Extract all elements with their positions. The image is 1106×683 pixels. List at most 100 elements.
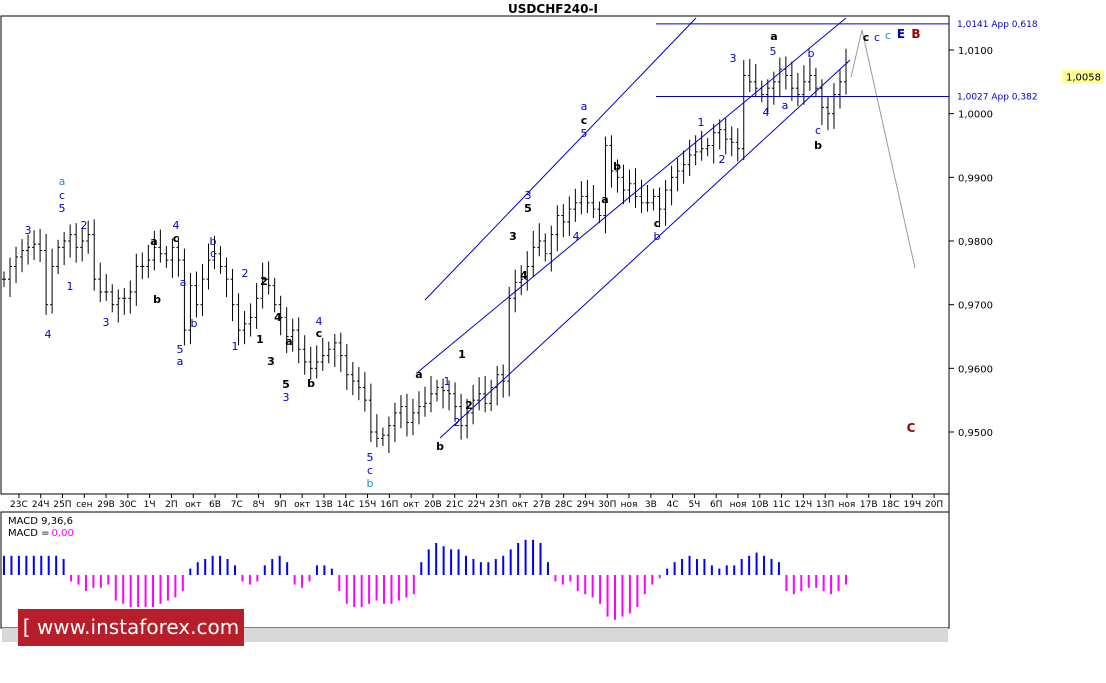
wave-label: c xyxy=(863,31,870,44)
price-panel-frame xyxy=(0,15,950,495)
wave-label: 4 xyxy=(520,269,528,282)
wave-label: a xyxy=(782,99,789,112)
projection-line xyxy=(850,29,863,78)
price-bars xyxy=(2,48,848,454)
time-tick-label: 25П xyxy=(53,500,71,510)
wave-label: 2 xyxy=(81,219,88,232)
time-tick-label: 19Ч xyxy=(904,500,922,510)
wave-label: 1 xyxy=(444,375,451,388)
wave-label: a xyxy=(180,276,187,289)
wave-label: 1 xyxy=(232,340,239,353)
time-tick-label: окт xyxy=(294,500,310,510)
wave-label: c xyxy=(367,464,373,477)
trend-channels xyxy=(417,17,916,439)
time-tick-label: 23С xyxy=(10,500,28,510)
wave-label: 2 xyxy=(242,267,249,280)
time-tick-label: 8Ч xyxy=(253,500,265,510)
wave-label: c xyxy=(173,232,180,245)
time-tick-label: 9П xyxy=(274,500,287,510)
wave-label: c xyxy=(874,31,880,44)
wave-label: a xyxy=(285,335,292,348)
time-tick-label: 15Ч xyxy=(359,500,377,510)
time-tick-label: 29Ч xyxy=(577,500,595,510)
wave-label: 1 xyxy=(67,280,74,293)
time-tick-label: 6П xyxy=(710,500,723,510)
time-tick-label: 21С xyxy=(446,500,464,510)
time-tick-label: 20В xyxy=(424,500,442,510)
wave-label: c xyxy=(59,189,65,202)
time-tick-label: 23П xyxy=(489,500,507,510)
wave-label: 4 xyxy=(316,315,323,328)
chart-title: USDCHF240-I xyxy=(508,2,598,16)
wave-label: a xyxy=(59,175,66,188)
wave-label: c xyxy=(885,29,891,42)
level-label: 1,0141 App 0,618 xyxy=(957,20,1038,30)
time-tick-label: ноя xyxy=(730,500,747,510)
time-tick-label: 13П xyxy=(816,500,834,510)
wave-label: c xyxy=(581,114,588,127)
macd-value: 0,00 xyxy=(52,528,74,539)
wave-label: 5 xyxy=(770,45,777,58)
wave-label: 3 xyxy=(267,355,275,368)
wave-label: 2 xyxy=(454,416,461,429)
time-tick-label: 20П xyxy=(925,500,943,510)
time-tick-label: 5Ч xyxy=(688,500,700,510)
wave-label: b xyxy=(654,230,661,243)
wave-label: 5 xyxy=(282,378,290,391)
wave-label: 2 xyxy=(260,275,268,288)
current-price-box xyxy=(1062,69,1104,84)
time-tick-label: сен xyxy=(76,500,92,510)
price-tick-label: 0,9900 xyxy=(958,173,993,184)
wave-label: a xyxy=(150,235,157,248)
time-tick-label: 14С xyxy=(337,500,355,510)
wave-label: E xyxy=(897,27,905,41)
level-label: 1,0027 App 0,382 xyxy=(957,92,1038,102)
chart-background xyxy=(0,0,1106,660)
wave-label: c xyxy=(815,124,821,137)
wave-label: 5 xyxy=(177,343,184,356)
wave-label: 5 xyxy=(524,202,532,215)
time-tick-label: окт xyxy=(403,500,419,510)
wave-label: b xyxy=(153,293,161,306)
macd-histogram xyxy=(3,539,847,620)
wave-label: b xyxy=(613,160,621,173)
wave-label: b xyxy=(808,47,815,60)
time-tick-label: 12Ч xyxy=(795,500,813,510)
wave-label: 1 xyxy=(256,333,264,346)
time-tick-label: 13В xyxy=(315,500,333,510)
time-tick-label: 2П xyxy=(165,500,178,510)
macd-value-label: MACD = 0,00 xyxy=(8,528,74,539)
time-tick-label: 17В xyxy=(860,500,878,510)
wave-label: b xyxy=(436,440,444,453)
wave-label: b xyxy=(307,377,315,390)
wave-label: a xyxy=(177,355,184,368)
time-tick-label: 11С xyxy=(773,500,791,510)
wave-label: 3 xyxy=(103,316,110,329)
instaforex-watermark: [ www.instaforex.com ] xyxy=(18,609,244,676)
time-tick-label: окт xyxy=(185,500,201,510)
price-tick-label: 0,9600 xyxy=(958,364,993,375)
macd-value-prefix: MACD = xyxy=(8,528,50,539)
time-tick-label: 4С xyxy=(667,500,679,510)
wave-label: 4 xyxy=(573,230,580,243)
wave-label: a xyxy=(581,100,588,113)
time-tick-label: 22Ч xyxy=(468,500,486,510)
time-tick-label: 6В xyxy=(209,500,221,510)
wave-label: 4 xyxy=(173,219,180,232)
time-tick-label: 10В xyxy=(751,500,769,510)
time-tick-label: 30С xyxy=(119,500,137,510)
price-tick-label: 1,0000 xyxy=(958,110,993,121)
wave-label: 2 xyxy=(465,399,473,412)
time-tick-label: окт xyxy=(512,500,528,510)
fib-levels: 1,0141 App 0,618 1,0027 App 0,382 xyxy=(656,20,1038,102)
wave-label: 5 xyxy=(59,202,66,215)
time-tick-label: ноя xyxy=(839,500,856,510)
wave-label: 3 xyxy=(509,230,517,243)
wave-label: 2 xyxy=(719,153,726,166)
time-tick-label: 18С xyxy=(882,500,900,510)
wave-label: C xyxy=(907,421,916,435)
wave-label: 1 xyxy=(458,348,466,361)
wave-label: 3 xyxy=(283,391,290,404)
wave-label: b xyxy=(814,139,822,152)
